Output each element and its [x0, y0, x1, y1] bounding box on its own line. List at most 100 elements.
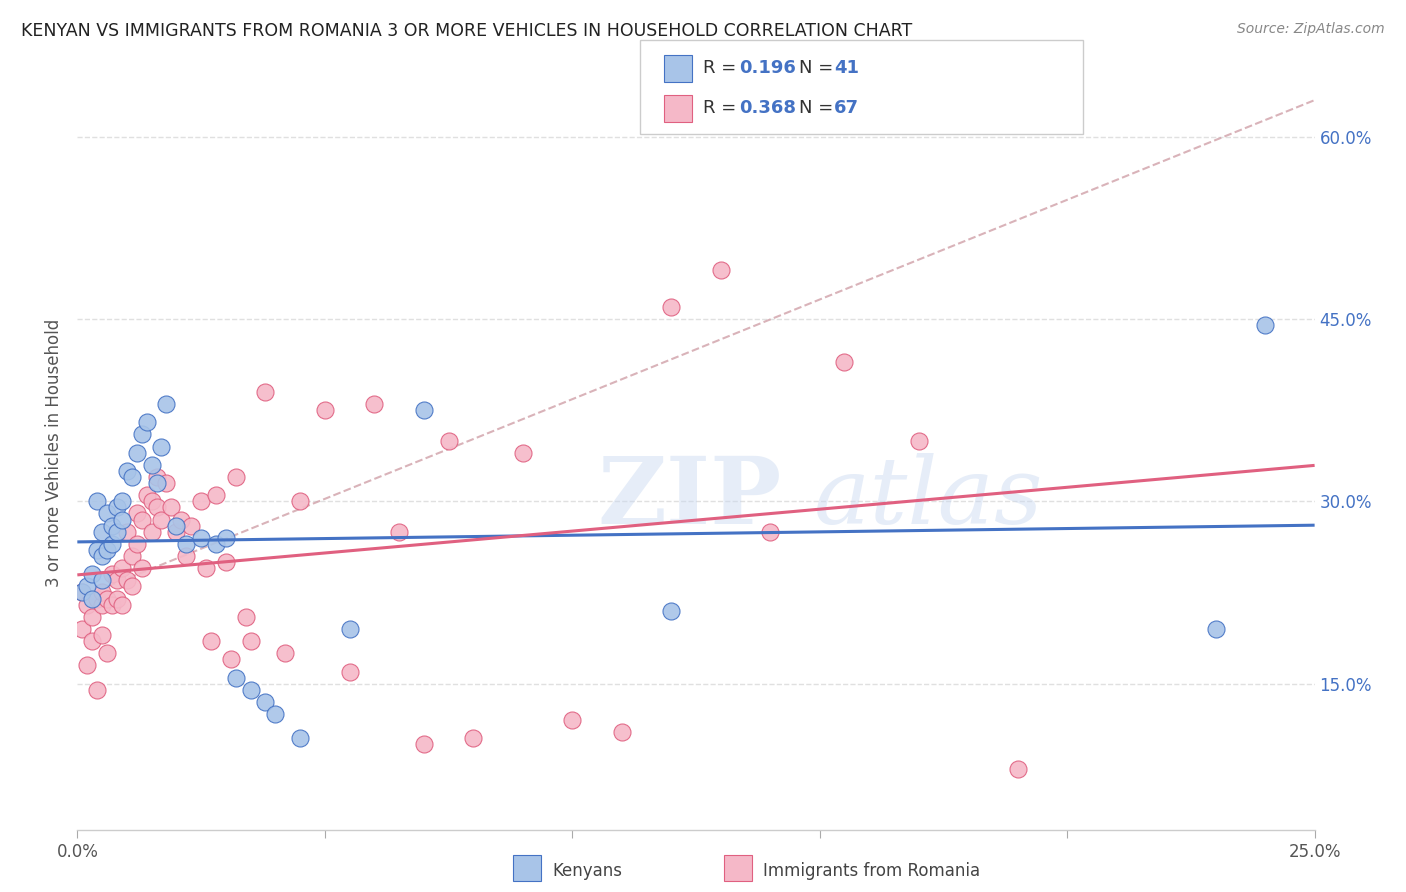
Point: [72, 585, 94, 599]
Point: [463, 731, 485, 746]
Text: R =: R =: [703, 60, 742, 78]
Point: [121, 470, 143, 484]
Text: 41: 41: [834, 60, 859, 78]
Point: [215, 555, 238, 569]
Point: [170, 512, 193, 526]
Point: [1007, 762, 1029, 776]
Text: atlas: atlas: [814, 453, 1043, 543]
Point: [225, 671, 247, 685]
Point: [105, 591, 128, 606]
Point: [834, 354, 856, 368]
Point: [141, 458, 163, 472]
Point: [180, 518, 202, 533]
Point: [190, 494, 212, 508]
Point: [76, 579, 98, 593]
Point: [76, 598, 98, 612]
Point: [288, 731, 311, 746]
Point: [145, 476, 167, 491]
Point: [1205, 622, 1227, 636]
Point: [72, 622, 94, 636]
Point: [86, 543, 108, 558]
Text: ZIP: ZIP: [598, 453, 782, 543]
Text: 0.368: 0.368: [740, 99, 797, 117]
Point: [96, 646, 118, 660]
Point: [105, 500, 128, 515]
Point: [115, 464, 138, 478]
Point: [135, 415, 157, 429]
Text: KENYAN VS IMMIGRANTS FROM ROMANIA 3 OR MORE VEHICLES IN HOUSEHOLD CORRELATION CH: KENYAN VS IMMIGRANTS FROM ROMANIA 3 OR M…: [21, 22, 912, 40]
Point: [759, 524, 782, 539]
Point: [96, 543, 118, 558]
Point: [131, 561, 153, 575]
Point: [82, 609, 104, 624]
Point: [205, 537, 228, 551]
Point: [200, 634, 222, 648]
Point: [91, 585, 114, 599]
Point: [145, 470, 167, 484]
Point: [174, 537, 197, 551]
Point: [339, 665, 361, 679]
Point: [610, 725, 633, 739]
Point: [412, 403, 434, 417]
Point: [86, 591, 108, 606]
Point: [314, 403, 336, 417]
Point: [125, 537, 148, 551]
Point: [225, 470, 247, 484]
Point: [155, 397, 177, 411]
Point: [254, 695, 277, 709]
Point: [82, 567, 104, 582]
Point: [274, 646, 297, 660]
Point: [254, 384, 277, 399]
Point: [101, 518, 124, 533]
Point: [363, 397, 385, 411]
Point: [76, 658, 98, 673]
Point: [82, 634, 104, 648]
Point: [125, 445, 148, 460]
Point: [141, 494, 163, 508]
Text: Immigrants from Romania: Immigrants from Romania: [763, 862, 980, 880]
Point: [86, 682, 108, 697]
Point: [115, 574, 138, 588]
Point: [195, 561, 218, 575]
Point: [155, 476, 177, 491]
Point: [219, 652, 242, 666]
Point: [145, 500, 167, 515]
Text: R =: R =: [703, 99, 742, 117]
Point: [91, 549, 114, 563]
Point: [1254, 318, 1277, 332]
Point: [412, 738, 434, 752]
Point: [82, 591, 104, 606]
Point: [131, 512, 153, 526]
Point: [101, 537, 124, 551]
Point: [165, 518, 187, 533]
Point: [121, 549, 143, 563]
Point: [150, 440, 173, 454]
Point: [339, 622, 361, 636]
Point: [111, 598, 134, 612]
Point: [96, 507, 118, 521]
Point: [165, 524, 187, 539]
Point: [437, 434, 460, 448]
Point: [105, 574, 128, 588]
Point: [111, 561, 134, 575]
Point: [150, 512, 173, 526]
Point: [388, 524, 411, 539]
Point: [101, 598, 124, 612]
Point: [141, 524, 163, 539]
Point: [91, 574, 114, 588]
Point: [105, 524, 128, 539]
Point: [121, 579, 143, 593]
Point: [101, 567, 124, 582]
Point: [96, 591, 118, 606]
Point: [91, 598, 114, 612]
Text: Source: ZipAtlas.com: Source: ZipAtlas.com: [1237, 22, 1385, 37]
Point: [659, 604, 682, 618]
Point: [160, 500, 183, 515]
Point: [710, 263, 733, 277]
Y-axis label: 3 or more Vehicles in Household: 3 or more Vehicles in Household: [45, 318, 63, 587]
Point: [239, 634, 262, 648]
Point: [659, 300, 682, 314]
Point: [561, 713, 583, 727]
Text: 0.196: 0.196: [740, 60, 796, 78]
Text: N =: N =: [799, 99, 838, 117]
